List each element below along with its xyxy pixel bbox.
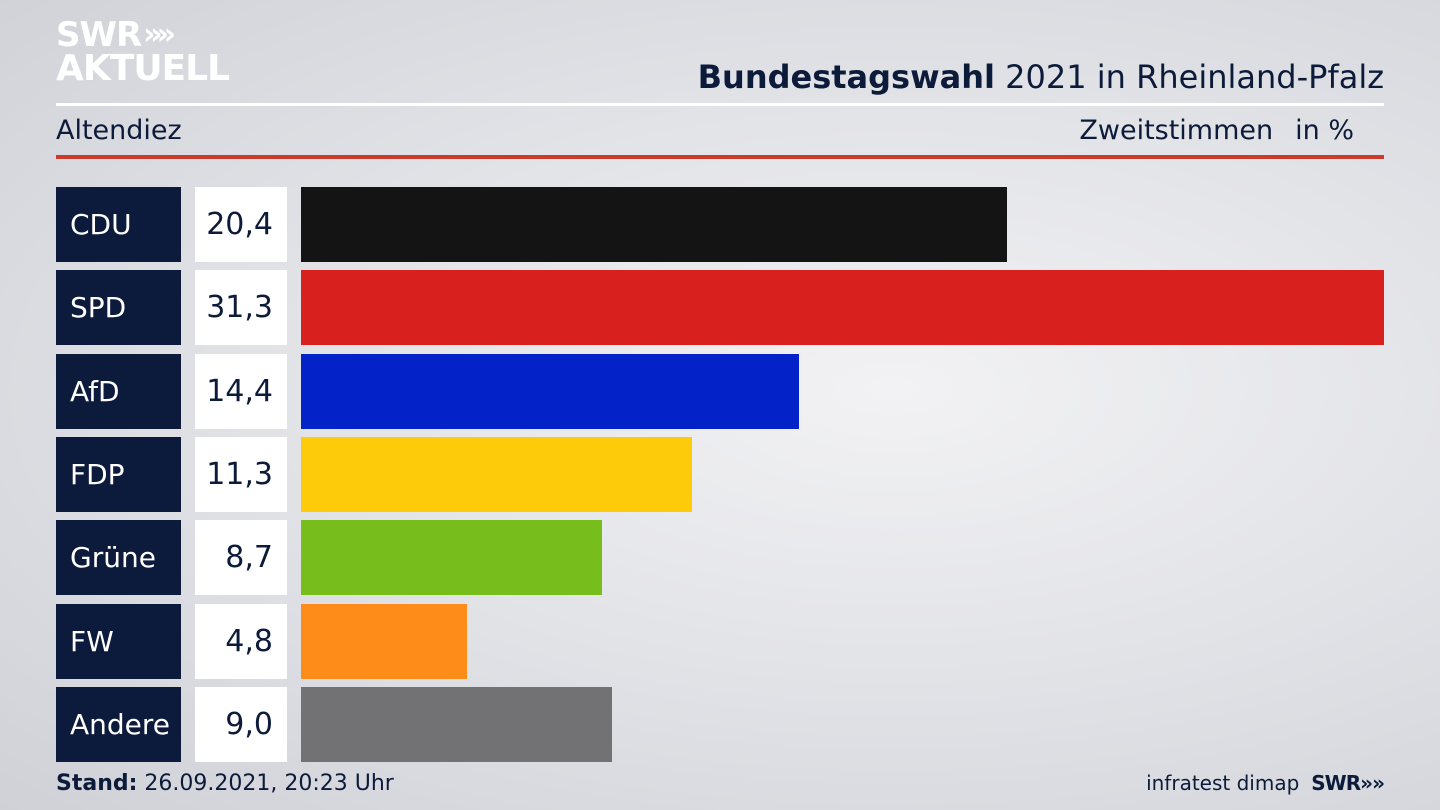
bar-row-cdu: CDU 20,4 — [56, 187, 1384, 262]
subheader-divider — [56, 155, 1384, 159]
unit-text: in % — [1295, 115, 1354, 146]
source-label: infratest dimap — [1146, 771, 1300, 795]
header-divider — [56, 103, 1384, 106]
stand-value: 26.09.2021, 20:23 Uhr — [137, 771, 394, 796]
brand-chevrons-icon: » — [1360, 771, 1373, 795]
value-label: 4,8 — [195, 603, 287, 679]
stand-label: Stand: — [56, 771, 138, 796]
bar — [301, 686, 612, 762]
bar — [301, 270, 1384, 346]
bar — [301, 187, 1007, 262]
swr-brand-logo: SWR»» — [1311, 771, 1385, 795]
location-label: Altendiez — [56, 115, 182, 146]
brand-text: SWR — [1311, 771, 1361, 795]
bar-row-fdp: FDP 11,3 — [56, 436, 1384, 512]
bar-row-fw: FW 4,8 — [56, 603, 1384, 679]
bar-row-andere: Andere 9,0 — [56, 686, 1384, 762]
party-label: SPD — [56, 270, 181, 346]
bar — [301, 436, 692, 512]
logo-line1: SWR — [56, 15, 142, 55]
value-label: 14,4 — [195, 353, 287, 429]
bar-row-spd: SPD 31,3 — [56, 270, 1384, 346]
party-label: FW — [56, 603, 181, 679]
title-bold: Bundestagswahl — [697, 58, 995, 96]
value-label: 31,3 — [195, 270, 287, 346]
swr-aktuell-logo: SWR»» AKTUELL — [56, 15, 230, 89]
source-credit: infratest dimap SWR»» — [1146, 771, 1385, 795]
bar — [301, 520, 602, 596]
value-label: 11,3 — [195, 436, 287, 512]
bar — [301, 353, 799, 429]
logo-chevrons-icon: » — [143, 17, 163, 52]
bar — [301, 603, 467, 679]
party-label: Grüne — [56, 520, 181, 596]
party-label: AfD — [56, 353, 181, 429]
party-label: Andere — [56, 686, 181, 762]
logo-line2: AKTUELL — [56, 48, 230, 89]
bar-row-afd: AfD 14,4 — [56, 353, 1384, 429]
value-label: 9,0 — [195, 686, 287, 762]
timestamp: Stand: 26.09.2021, 20:23 Uhr — [56, 771, 394, 796]
value-label: 8,7 — [195, 520, 287, 596]
value-label: 20,4 — [195, 187, 287, 262]
bar-row-grüne: Grüne 8,7 — [56, 520, 1384, 596]
title-rest: 2021 in Rheinland-Pfalz — [995, 58, 1384, 96]
party-label: FDP — [56, 436, 181, 512]
measure-text: Zweitstimmen — [1079, 115, 1274, 146]
brand-chevrons-icon-2: » — [1372, 771, 1385, 795]
logo-chevrons-icon-2: » — [156, 17, 177, 52]
measure-label: Zweitstimmen in % — [1079, 115, 1354, 146]
chart-title: Bundestagswahl 2021 in Rheinland-Pfalz — [698, 58, 1384, 96]
party-label: CDU — [56, 187, 181, 262]
